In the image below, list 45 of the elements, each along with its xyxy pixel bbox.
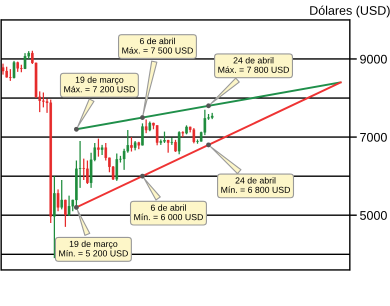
candlestick	[174, 139, 177, 153]
annotation: 6 de abril Máx. = 7 500 USD	[122, 38, 193, 54]
candlestick	[56, 188, 60, 212]
candlestick	[68, 195, 70, 217]
point	[74, 126, 79, 132]
candlestick	[170, 136, 174, 146]
candlestick	[20, 64, 23, 73]
annotation: 24 de abril Mín. = 6 800 USD	[221, 177, 290, 193]
point	[206, 142, 211, 148]
annotation: 19 de março Mín. = 5 200 USD	[59, 240, 128, 256]
candlestick	[182, 130, 184, 138]
point	[74, 204, 79, 210]
y-tick-label: 5000	[360, 211, 387, 220]
y-axis-title: Dólares (USD)	[310, 6, 390, 18]
candlestick	[12, 60, 16, 80]
y-tick-label: 7000	[360, 132, 387, 142]
candlestick	[97, 138, 100, 158]
candlestick	[53, 176, 56, 259]
candlestick	[141, 122, 144, 146]
point	[140, 174, 145, 179]
candlestick	[64, 198, 67, 228]
candlestick	[2, 63, 4, 76]
candlestick	[9, 68, 12, 82]
candlestick	[148, 120, 152, 132]
candlestick	[60, 179, 64, 210]
candlestick	[134, 140, 136, 151]
candlestick	[24, 52, 26, 70]
candlestick	[144, 118, 148, 134]
candlestick	[100, 144, 104, 156]
candlestick	[16, 61, 19, 72]
candlestick	[130, 136, 133, 152]
candlestick	[82, 158, 86, 181]
candlestick	[163, 130, 166, 144]
candlestick	[156, 124, 158, 146]
annotation: 19 de março Máx. = 7 200 USD	[64, 76, 135, 92]
point	[206, 103, 211, 108]
y-tick-label: 9000	[360, 54, 387, 64]
candlestick	[86, 160, 89, 185]
point	[140, 115, 145, 120]
candlestick	[166, 139, 170, 154]
annotation: 6 de abril Mín. = 6 000 USD	[134, 204, 203, 220]
candlestick	[115, 152, 118, 182]
candlestick	[178, 130, 180, 155]
candlestick	[192, 127, 196, 144]
annotation: 24 de abril Máx. = 7 800 USD	[218, 57, 289, 73]
